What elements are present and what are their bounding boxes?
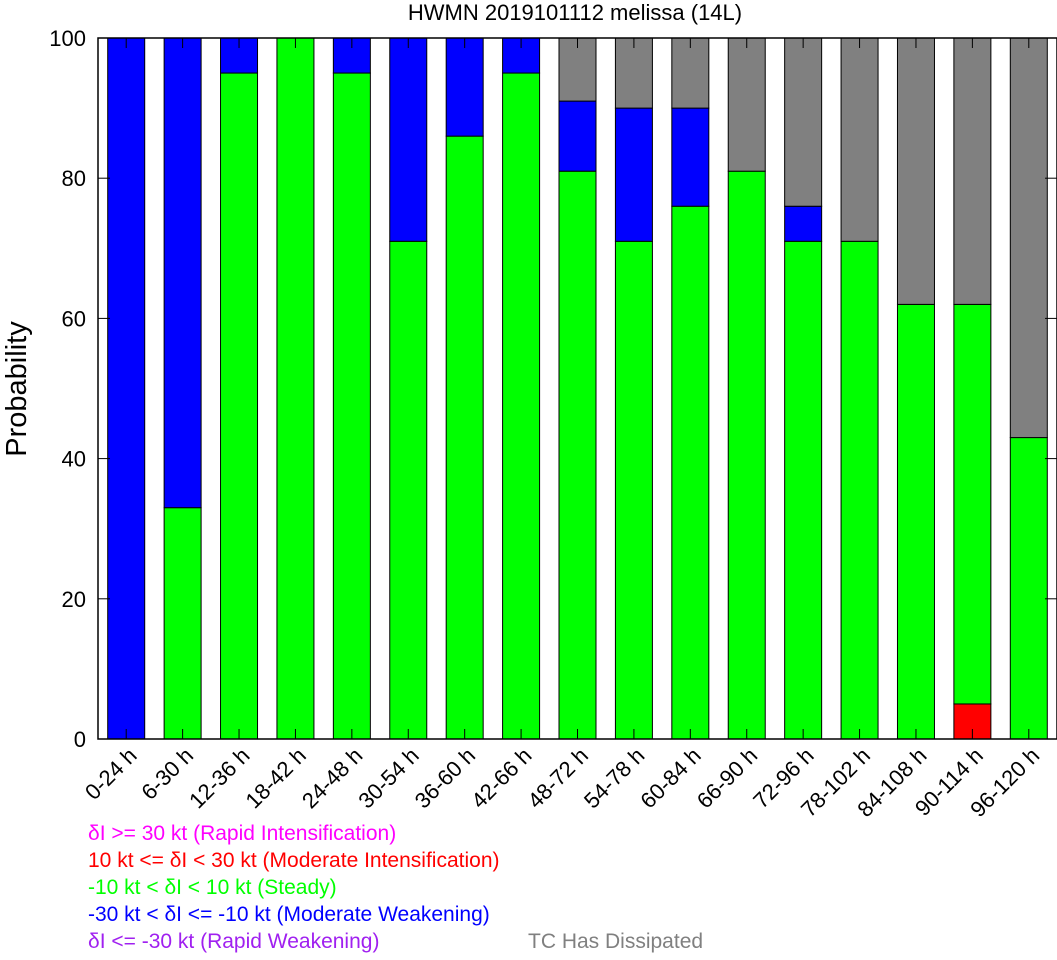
- y-tick-label: 60: [62, 306, 86, 331]
- bar-segment-steady: [445, 135, 484, 740]
- bars-group: [107, 37, 1048, 740]
- bar-segment-dissipated: [896, 37, 935, 305]
- x-tick-label: 48-72 h: [523, 743, 593, 813]
- x-tick-label: 36-60 h: [410, 743, 480, 813]
- legend-rapid-weakening: δI <= -30 kt (Rapid Weakening): [88, 930, 380, 953]
- x-tick-label: 66-90 h: [692, 743, 762, 813]
- bar-segment-dissipated: [727, 37, 766, 172]
- bar-segment-steady: [502, 72, 541, 740]
- x-tick-label: 54-78 h: [579, 743, 649, 813]
- bar-segment-dissipated: [784, 37, 823, 207]
- legend-dissipated: TC Has Dissipated: [528, 930, 704, 953]
- plot-frame: [97, 37, 1057, 740]
- bar-segment-steady: [953, 303, 992, 705]
- legend-rapid-intensification: δI >= 30 kt (Rapid Intensification): [88, 822, 397, 845]
- bar-segment-moderate-weakening: [671, 107, 710, 207]
- bar-segment-steady: [276, 37, 315, 740]
- bar-segment-moderate-weakening: [389, 37, 428, 242]
- x-tick-label: 30-54 h: [353, 743, 423, 813]
- y-tick-label: 40: [62, 447, 86, 472]
- bar-segment-moderate-weakening: [445, 37, 484, 137]
- bar-segment-steady: [558, 170, 597, 740]
- bar-segment-dissipated: [840, 37, 879, 242]
- bar-segment-steady: [389, 240, 428, 740]
- y-axis-label: Probability: [1, 321, 33, 457]
- x-tick-label: 24-48 h: [297, 743, 367, 813]
- y-tick-label: 100: [49, 26, 86, 51]
- bar-segment-steady: [220, 72, 259, 740]
- y-tick-label: 20: [62, 587, 86, 612]
- bar-segment-moderate-weakening: [784, 205, 823, 242]
- bar-segment-dissipated: [1009, 37, 1048, 439]
- bar-segment-moderate-weakening: [163, 37, 202, 509]
- bar-segment-steady: [332, 72, 371, 740]
- bar-segment-moderate-weakening: [558, 100, 597, 172]
- bar-segment-dissipated: [671, 37, 710, 109]
- legend-moderate-intensification: 10 kt <= δI < 30 kt (Moderate Intensific…: [88, 849, 500, 872]
- x-tick-label: 0-24 h: [80, 743, 142, 805]
- bar-segment-moderate-weakening: [107, 37, 146, 740]
- y-tick-label: 80: [62, 166, 86, 191]
- bar-segment-steady: [896, 303, 935, 740]
- y-tick-label: 0: [74, 727, 86, 752]
- bar-segment-dissipated: [614, 37, 653, 109]
- chart-title: HWMN 2019101112 melissa (14L): [408, 0, 742, 25]
- x-tick-label: 18-42 h: [241, 743, 311, 813]
- legend-moderate-weakening: -30 kt < δI <= -10 kt (Moderate Weakenin…: [88, 903, 490, 926]
- bar-segment-dissipated: [953, 37, 992, 305]
- bar-segment-steady: [163, 507, 202, 740]
- bar-segment-dissipated: [558, 37, 597, 102]
- bar-segment-steady: [784, 240, 823, 740]
- bar-segment-steady: [727, 170, 766, 740]
- x-tick-label: 42-66 h: [466, 743, 536, 813]
- x-tick-label: 60-84 h: [635, 743, 705, 813]
- bar-segment-steady: [1009, 437, 1048, 740]
- bar-segment-moderate-weakening: [614, 107, 653, 242]
- legend-steady: -10 kt < δI < 10 kt (Steady): [88, 876, 337, 899]
- x-tick-label: 12-36 h: [184, 743, 254, 813]
- bar-segment-steady: [840, 240, 879, 740]
- bar-segment-steady: [671, 205, 710, 740]
- bar-segment-steady: [614, 240, 653, 740]
